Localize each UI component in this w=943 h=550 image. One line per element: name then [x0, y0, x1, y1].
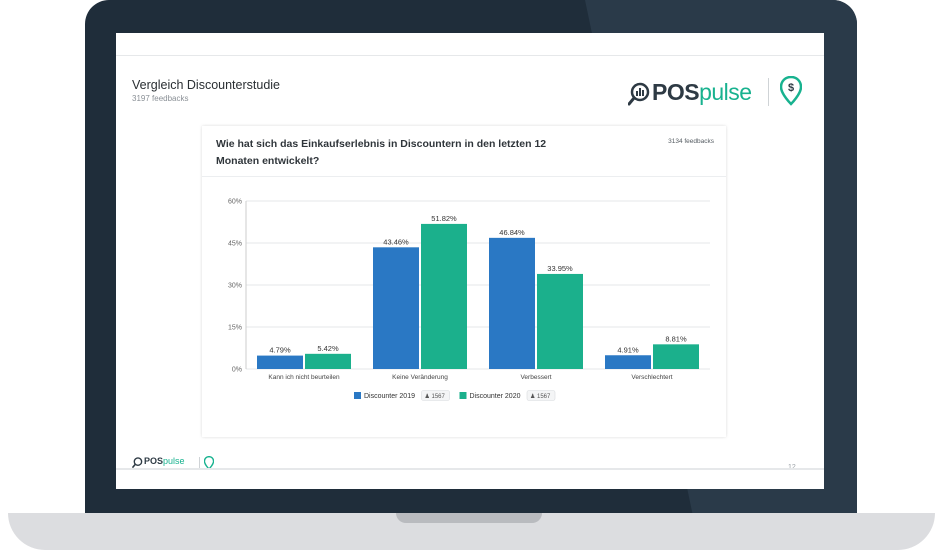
slide-title: Vergleich Discounterstudie	[132, 78, 280, 92]
question-title: Wie hat sich das Einkaufserlebnis in Dis…	[216, 138, 547, 167]
svg-text:$: $	[788, 82, 794, 94]
people-icon: ♟	[425, 393, 430, 400]
legend-count-badge	[421, 390, 450, 401]
screen: Vergleich Discounterstudie 3197 feedback…	[116, 33, 824, 489]
x-tick-label: Verschlechtert	[631, 374, 672, 381]
data-label: 33.95%	[547, 264, 573, 273]
slide-feedback-count: 3197 feedbacks	[132, 94, 189, 103]
data-label: 51.82%	[431, 214, 457, 223]
x-tick-label: Kann ich nicht beurteilen	[268, 374, 340, 381]
people-icon: ♟	[530, 393, 535, 400]
logo-divider	[768, 78, 769, 106]
data-label: 4.91%	[617, 345, 639, 354]
y-tick-label: 45%	[228, 241, 242, 248]
x-tick-label: Keine Veränderung	[392, 374, 448, 381]
data-label: 43.46%	[383, 237, 409, 246]
y-tick-label: 0%	[232, 367, 242, 374]
logo-wordmark-pos: POS	[652, 79, 700, 105]
footer-wordmark-pos: POS	[144, 456, 164, 466]
legend-count-badge	[526, 390, 556, 401]
legend-label: Discounter 2019	[364, 393, 415, 400]
data-label: 5.42%	[317, 344, 339, 353]
data-label: 8.81%	[665, 334, 687, 343]
bar	[373, 247, 419, 369]
legend-count: 1567	[537, 394, 551, 400]
footer-logo-divider	[199, 457, 200, 469]
card-divider	[202, 176, 726, 177]
y-tick-label: 30%	[228, 283, 242, 290]
data-label: 46.84%	[499, 228, 525, 237]
bar	[305, 353, 351, 369]
location-pin-icon: $	[780, 76, 802, 106]
footer-wordmark: POSpulse	[144, 456, 185, 466]
magnifier-chart-icon	[628, 82, 650, 106]
bar	[653, 344, 699, 369]
bar-chart: 0% 15% 30% 45% 60% 4.79% 5.42% Kann ich nicht b…	[228, 199, 710, 401]
pospulse-logo: POSpulse $	[624, 74, 814, 110]
bar	[257, 355, 303, 369]
next-slide-edge	[116, 468, 824, 489]
bar	[421, 223, 467, 369]
laptop-notch	[396, 513, 542, 523]
legend-count: 1567	[432, 394, 446, 400]
y-tick-label: 15%	[228, 325, 242, 332]
previous-slide-edge	[116, 33, 824, 57]
question-feedback-count: 3134 feedbacks	[668, 138, 714, 145]
bar	[537, 273, 583, 369]
logo-wordmark: POSpulse	[652, 79, 752, 106]
slide: Vergleich Discounterstudie 3197 feedback…	[116, 56, 824, 489]
y-tick-label: 60%	[228, 199, 242, 206]
data-label: 4.79%	[269, 346, 291, 355]
legend-label: Discounter 2020	[470, 393, 521, 400]
legend-swatch	[459, 392, 467, 399]
logo-wordmark-pulse: pulse	[699, 79, 752, 105]
x-tick-label: Verbessert	[520, 374, 551, 381]
chart-card: Wie hat sich das Einkaufserlebnis in Dis…	[202, 126, 726, 437]
bar	[489, 237, 535, 369]
bar	[605, 355, 651, 369]
footer-wordmark-pulse: pulse	[163, 456, 185, 466]
legend-swatch	[354, 392, 361, 399]
page-number: 12	[788, 464, 796, 471]
footer-magnifier-icon	[132, 457, 143, 468]
